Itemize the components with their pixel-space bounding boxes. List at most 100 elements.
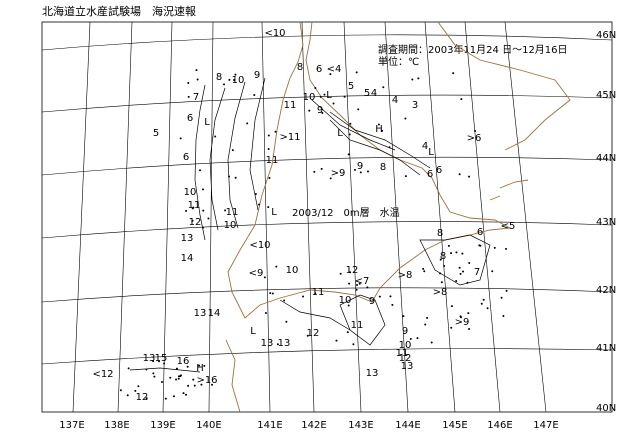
contour-label: >16 [196, 375, 217, 386]
station-dot [440, 281, 443, 284]
contour-label: 14 [208, 308, 221, 319]
contour-label: 9 [317, 105, 323, 116]
station-dot [234, 176, 237, 179]
station-dot [402, 315, 405, 318]
station-dot [424, 323, 427, 326]
station-dot [359, 171, 362, 174]
contour-label: 11 [312, 287, 325, 298]
station-dot [185, 209, 188, 212]
contour-label: L [271, 207, 277, 218]
station-dot [422, 267, 425, 270]
station-dot [145, 397, 148, 400]
station-dot [308, 109, 311, 112]
contour-label: 11 [284, 100, 297, 111]
station-dot [163, 362, 166, 365]
unit: 単位：℃ [378, 55, 419, 68]
station-dot [468, 175, 471, 178]
contour-label: 11 [226, 207, 239, 218]
station-dot [443, 264, 446, 267]
contour-label: >6 [467, 133, 482, 144]
station-dot [253, 94, 256, 97]
station-dot [234, 73, 237, 76]
station-dot [134, 389, 137, 392]
contour-label: 4 [422, 141, 428, 152]
contour-label: 13 [194, 308, 207, 319]
station-dot [137, 385, 140, 388]
station-dot [314, 292, 317, 295]
station-dot [191, 219, 194, 222]
contour-label: 13 [278, 338, 291, 349]
station-dot [267, 147, 270, 150]
latitude-label: 43N [596, 217, 616, 228]
station-dot [491, 270, 494, 273]
longitude-label: 146E [487, 420, 512, 431]
station-dot [404, 117, 407, 120]
station-dot [175, 367, 178, 370]
contour-label: >8 [398, 270, 413, 281]
station-dot [207, 217, 210, 220]
station-dot [439, 258, 442, 261]
station-dot [233, 78, 236, 81]
station-dot [357, 108, 360, 111]
frame [41, 21, 613, 413]
station-dot [480, 302, 483, 305]
station-dot [347, 153, 350, 156]
station-dot [172, 395, 175, 398]
survey-period: 調査期間：2003年11月24 日～12月16日 [378, 43, 568, 56]
station-dot [274, 130, 277, 133]
contour-label: 13 [261, 338, 274, 349]
contour-label: 13 [401, 361, 414, 372]
station-dot [458, 266, 461, 269]
station-dot [450, 305, 453, 308]
station-dot [228, 175, 231, 178]
contour-label: L [250, 326, 256, 337]
contour-label: 4 [392, 95, 398, 106]
contour-label: 16 [177, 356, 190, 367]
station-dot [332, 102, 335, 105]
stations [119, 69, 508, 400]
station-dot [254, 193, 257, 196]
coastline [225, 21, 571, 413]
contour-label: 6 [187, 113, 193, 124]
contour-label: 6 [316, 64, 322, 75]
latitude-label: 42N [596, 285, 616, 296]
station-dot [347, 304, 350, 307]
contour-label: 10 [303, 92, 316, 103]
station-dot [193, 384, 196, 387]
station-dot [478, 244, 481, 247]
station-dot [321, 111, 324, 114]
longitude-label: 140E [196, 420, 221, 431]
station-dot [426, 316, 429, 319]
station-dot [353, 168, 356, 171]
station-dot [320, 167, 323, 170]
station-dot [411, 78, 414, 81]
station-dot [160, 381, 163, 384]
station-dot [455, 279, 458, 282]
contour-label: 12 [307, 328, 320, 339]
contour-label: <5 [501, 221, 516, 232]
station-dot [158, 360, 161, 363]
station-dot [343, 95, 346, 98]
contour-label: 12 [399, 353, 412, 364]
station-dot [283, 299, 286, 302]
station-dot [269, 292, 272, 295]
station-dot [459, 315, 462, 318]
station-dot [196, 78, 199, 81]
contour-label: 10 [339, 295, 352, 306]
latitude-label: 45N [596, 90, 616, 101]
station-dot [468, 262, 471, 265]
contour-label: 9 [402, 326, 408, 337]
station-dot [355, 288, 358, 291]
contour-label: <7 [355, 276, 370, 287]
station-dot [358, 282, 361, 285]
longitude-label: 138E [104, 420, 129, 431]
latitude-label: 46N [596, 30, 616, 41]
station-dot [228, 78, 231, 81]
station-dot [349, 122, 352, 125]
station-dot [377, 123, 380, 126]
station-dot [329, 73, 332, 76]
contour-label: 6 [183, 152, 189, 163]
station-dot [335, 339, 338, 342]
station-dot [275, 265, 278, 268]
header-title: 北海道立水産試験場 海況速報 [42, 4, 196, 18]
